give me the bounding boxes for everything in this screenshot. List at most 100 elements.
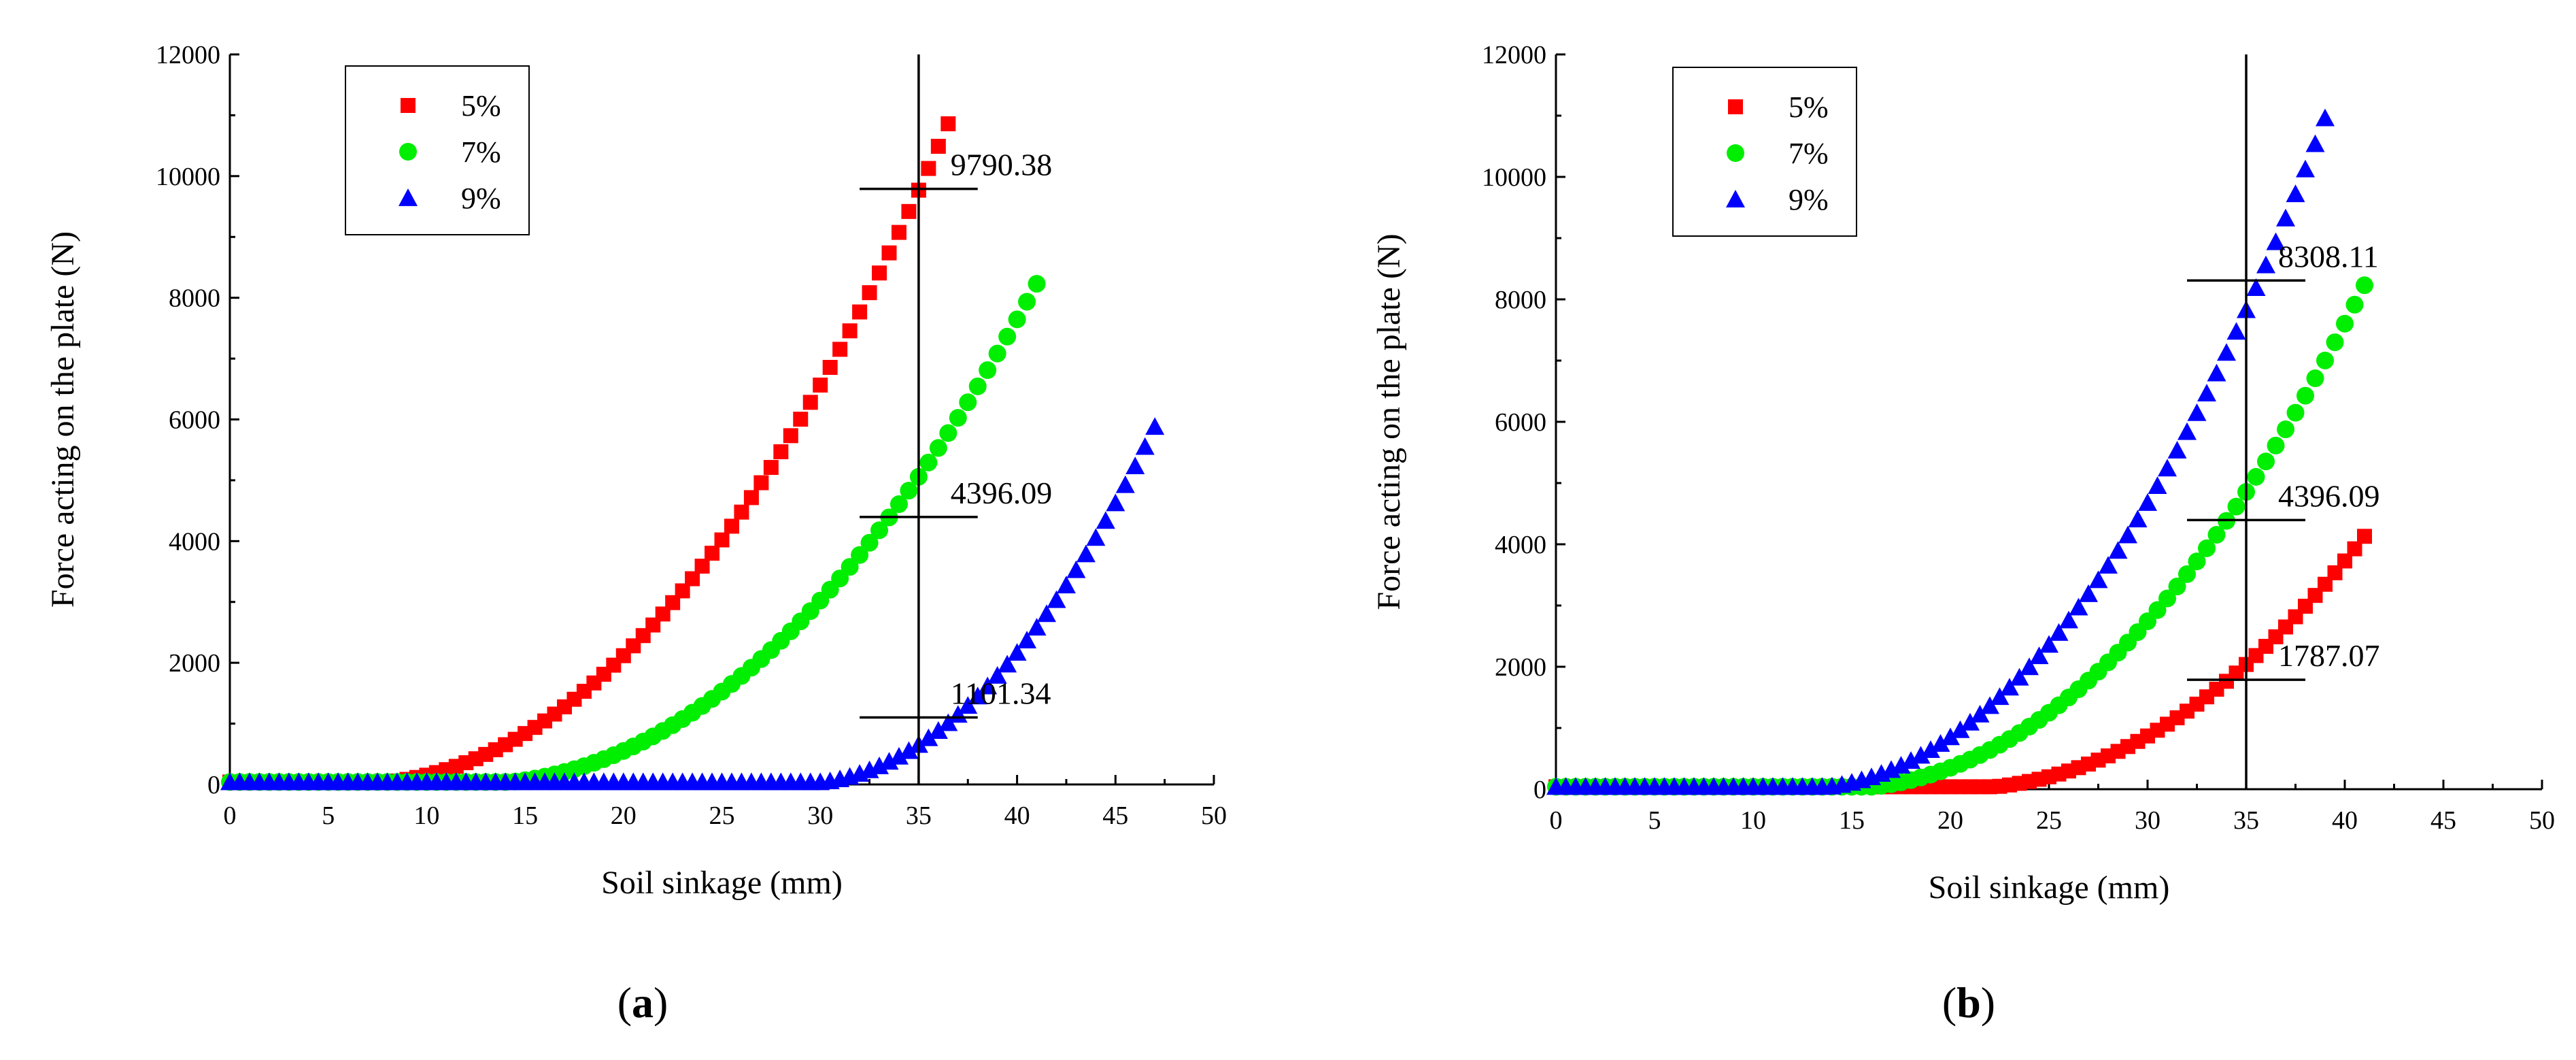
x-tick-label: 25 <box>2036 806 2062 835</box>
data-point <box>901 203 917 219</box>
data-point <box>1990 687 2010 706</box>
y-tick-label: 10000 <box>1482 163 1546 192</box>
data-point <box>842 323 858 339</box>
data-point <box>872 265 887 281</box>
legend-label: 7% <box>461 135 501 169</box>
data-point <box>1027 618 1047 636</box>
data-point <box>1980 696 1999 714</box>
data-point <box>919 728 938 746</box>
x-tick-label: 30 <box>807 801 833 830</box>
data-point <box>2286 403 2305 422</box>
data-point <box>2118 525 2137 544</box>
data-point <box>988 344 1006 363</box>
legend-marker <box>1727 144 1744 162</box>
data-point <box>2316 351 2334 369</box>
data-point <box>2306 369 2324 388</box>
x-tick-label: 40 <box>2332 806 2358 835</box>
legend-box <box>1672 67 1857 237</box>
data-point <box>889 746 909 765</box>
data-point <box>753 475 769 491</box>
data-point <box>2000 678 2019 696</box>
data-point <box>724 518 739 534</box>
data-point <box>1018 293 1036 311</box>
legend-label: 5% <box>1789 90 1829 124</box>
data-point <box>773 444 789 460</box>
data-point <box>2148 476 2167 494</box>
series-circle-1 <box>1547 276 2373 796</box>
data-point <box>1008 310 1026 329</box>
data-point <box>900 482 918 500</box>
data-point <box>1921 740 1940 758</box>
data-point <box>2167 440 2187 459</box>
data-point <box>705 546 720 561</box>
data-point <box>2158 589 2176 608</box>
legend-marker <box>1728 99 1743 114</box>
data-point <box>2187 403 2207 421</box>
data-point <box>852 304 868 320</box>
legend-label: 9% <box>1789 183 1829 216</box>
data-point <box>1028 275 1046 293</box>
data-point <box>978 676 998 695</box>
data-point <box>1931 734 1950 752</box>
x-tick-label: 25 <box>709 801 735 830</box>
annotation-label: 4396.09 <box>2278 478 2380 513</box>
data-point <box>2138 493 2157 511</box>
data-point <box>2207 526 2226 544</box>
data-point <box>2227 497 2245 516</box>
data-point <box>1135 437 1155 455</box>
x-tick-label: 50 <box>1201 801 1227 830</box>
data-point <box>2286 184 2305 203</box>
y-tick-label: 2000 <box>1495 653 1546 682</box>
x-tick-label: 15 <box>512 801 538 830</box>
series-square-0 <box>222 116 956 790</box>
data-point <box>1891 756 1911 774</box>
data-point <box>968 377 987 395</box>
legend-marker <box>1726 190 1745 208</box>
data-point <box>2217 343 2236 361</box>
data-point <box>998 327 1017 346</box>
data-point <box>2069 597 2088 616</box>
y-tick-label: 4000 <box>169 527 220 556</box>
data-point <box>979 361 997 380</box>
data-point <box>2108 541 2128 559</box>
data-point <box>1056 576 1076 594</box>
annotation-label: 1787.07 <box>2278 638 2380 673</box>
chart-panel-a: 0 5 10 15 20 25 30 35 40 45 50 0 2000 4000 6000 8000 100… <box>45 41 1227 901</box>
legend-label: 7% <box>1789 137 1829 170</box>
data-point <box>891 225 906 240</box>
annotation-label: 1101.34 <box>951 676 1051 711</box>
annotation-label: 8308.11 <box>2278 239 2379 274</box>
data-point <box>1901 751 1920 769</box>
data-point <box>939 424 957 442</box>
data-point <box>2029 646 2049 665</box>
data-point <box>2128 510 2148 528</box>
data-point <box>832 342 848 357</box>
legend-marker <box>399 188 418 206</box>
x-tick-label: 35 <box>2233 806 2259 835</box>
data-point <box>2178 565 2196 583</box>
legend-label: 5% <box>461 89 501 122</box>
data-point <box>959 393 977 412</box>
data-point <box>870 756 889 774</box>
data-point <box>938 713 958 731</box>
x-axis-title: Soil sinkage (mm) <box>601 865 843 901</box>
data-point <box>2318 576 2333 592</box>
data-point <box>831 569 849 588</box>
data-point <box>1076 544 1096 563</box>
data-point <box>1115 475 1135 493</box>
y-tick-label: 8000 <box>169 284 220 313</box>
data-point <box>2020 657 2039 676</box>
data-point <box>2226 322 2246 340</box>
data-point <box>1911 746 1931 764</box>
data-point <box>2010 667 2029 686</box>
data-point <box>665 595 681 610</box>
data-point <box>921 161 936 176</box>
annotation-label: 9790.38 <box>951 148 1053 182</box>
y-tick-label: 12000 <box>1482 41 1546 69</box>
data-point <box>870 521 889 540</box>
data-point <box>2296 159 2315 178</box>
data-point <box>655 606 671 622</box>
data-point <box>851 546 869 564</box>
data-point <box>813 377 828 393</box>
y-tick-label: 12000 <box>156 41 220 69</box>
